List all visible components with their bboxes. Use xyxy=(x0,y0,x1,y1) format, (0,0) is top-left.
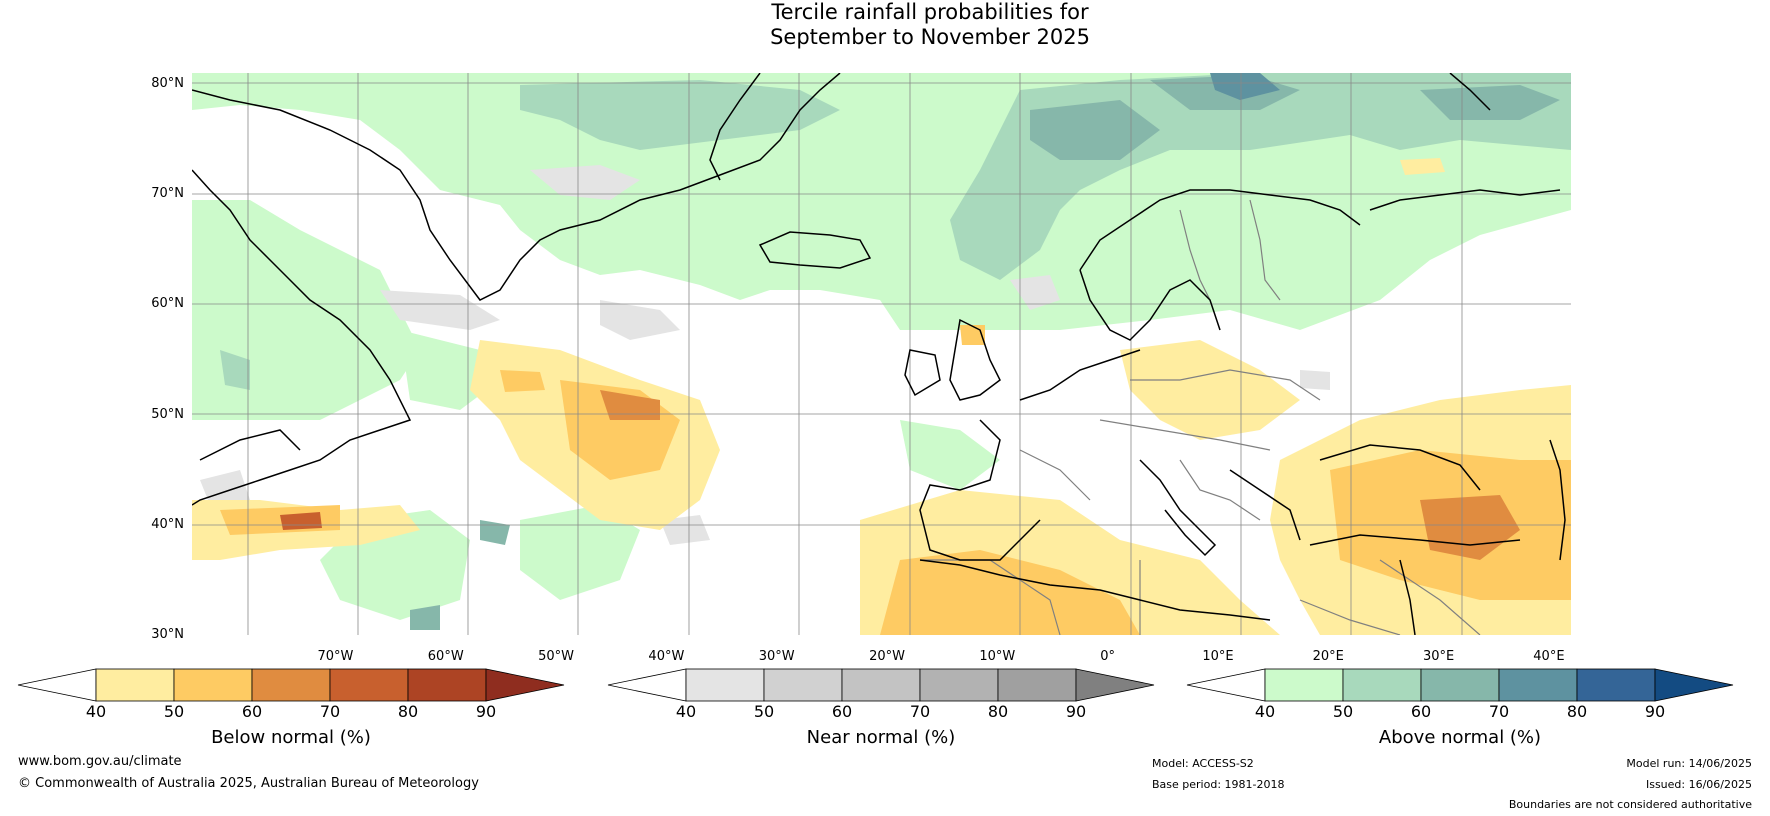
lon-label: 20°E xyxy=(1312,649,1344,664)
colorbar-above-segment xyxy=(1420,668,1500,702)
colorbar-near-high-arrow xyxy=(1075,668,1155,702)
colorbar-tick: 80 xyxy=(987,702,1009,721)
lon-label: 40°E xyxy=(1533,649,1565,664)
lat-label: 30°N xyxy=(151,627,184,642)
copyright-text: © Commonwealth of Australia 2025, Austra… xyxy=(18,776,479,791)
lon-label: 30°W xyxy=(758,649,795,664)
colorbar-tick: 40 xyxy=(675,702,697,721)
colorbar-label: Below normal (%) xyxy=(211,727,371,748)
colorbar-below-segment xyxy=(173,668,253,702)
colorbar-below-high-arrow xyxy=(485,668,565,702)
colorbar-tick: 60 xyxy=(1410,702,1432,721)
lon-label: 0° xyxy=(1100,649,1116,664)
colorbar-below-segment xyxy=(329,668,409,702)
model-text: Model: ACCESS-S2 xyxy=(1152,757,1254,770)
colorbar-tick: 60 xyxy=(241,702,263,721)
issued-text: Issued: 16/06/2025 xyxy=(1645,778,1752,791)
colorbar-label: Near normal (%) xyxy=(806,727,956,748)
colorbar-tick: 60 xyxy=(831,702,853,721)
lat-label: 60°N xyxy=(151,296,184,312)
colorbar-near-segment xyxy=(997,668,1077,702)
colorbar-above-segment xyxy=(1498,668,1578,702)
lat-label: 50°N xyxy=(151,406,184,422)
coastlines xyxy=(192,73,1566,635)
colorbar-above-segment xyxy=(1576,668,1656,702)
colorbars xyxy=(17,668,1734,702)
colorbar-label: Above normal (%) xyxy=(1378,727,1542,748)
colorbar-tick: 50 xyxy=(1332,702,1354,721)
colorbar-below-segment xyxy=(95,668,175,702)
lon-label: 20°W xyxy=(869,649,905,664)
disclaimer-text: Boundaries are not considered authoritat… xyxy=(1508,798,1752,811)
colorbar-above-segment xyxy=(1264,668,1344,702)
below-normal-regions xyxy=(192,158,1571,635)
lat-label: 70°N xyxy=(151,186,184,202)
colorbar-tick: 40 xyxy=(85,702,107,721)
lon-label: 10°E xyxy=(1202,649,1234,664)
map-title: Tercile rainfall probabilities for Septe… xyxy=(0,0,1770,50)
colorbar-near-segment xyxy=(919,668,999,702)
colorbar-tick: 70 xyxy=(319,702,341,721)
country-borders xyxy=(920,199,1481,635)
colorbar-tick: 80 xyxy=(1566,702,1588,721)
colorbar-tick: 50 xyxy=(753,702,775,721)
lon-label: 50°W xyxy=(538,649,574,664)
colorbar-tick: 50 xyxy=(163,702,185,721)
website-text: www.bom.gov.au/climate xyxy=(18,754,182,769)
colorbar-above-low-arrow xyxy=(1186,668,1266,702)
colorbar-above-segment xyxy=(1342,668,1422,702)
lon-label: 10°W xyxy=(979,649,1016,664)
lat-label: 80°N xyxy=(151,76,184,92)
colorbar-below-segment xyxy=(407,668,487,702)
model-run-text: Model run: 14/06/2025 xyxy=(1626,757,1752,770)
colorbar-tick: 90 xyxy=(1644,702,1666,721)
colorbar-near-segment xyxy=(763,668,843,702)
colorbar-above-high-arrow xyxy=(1654,668,1734,702)
colorbar-tick: 70 xyxy=(909,702,931,721)
colorbar-below-segment xyxy=(251,668,331,702)
colorbar-near-segment xyxy=(841,668,921,702)
colorbar-below-low-arrow xyxy=(17,668,97,702)
lon-label: 60°W xyxy=(427,649,464,664)
map-panel xyxy=(192,73,1571,635)
graticule xyxy=(192,73,1571,635)
colorbar-tick: 80 xyxy=(397,702,419,721)
title-line-1: Tercile rainfall probabilities for xyxy=(771,0,1089,24)
title-line-2: September to November 2025 xyxy=(770,25,1090,49)
colorbar-tick: 40 xyxy=(1254,702,1276,721)
lon-label: 30°E xyxy=(1422,649,1455,664)
colorbar-tick: 90 xyxy=(1065,702,1087,721)
lon-label: 70°W xyxy=(317,649,354,664)
colorbar-tick: 90 xyxy=(475,702,497,721)
colorbar-near-low-arrow xyxy=(607,668,687,702)
colorbar-near-segment xyxy=(685,668,765,702)
base-period-text: Base period: 1981-2018 xyxy=(1152,778,1285,791)
lat-label: 40°N xyxy=(151,516,184,532)
colorbar-tick: 70 xyxy=(1488,702,1510,721)
lon-label: 40°W xyxy=(648,649,685,664)
